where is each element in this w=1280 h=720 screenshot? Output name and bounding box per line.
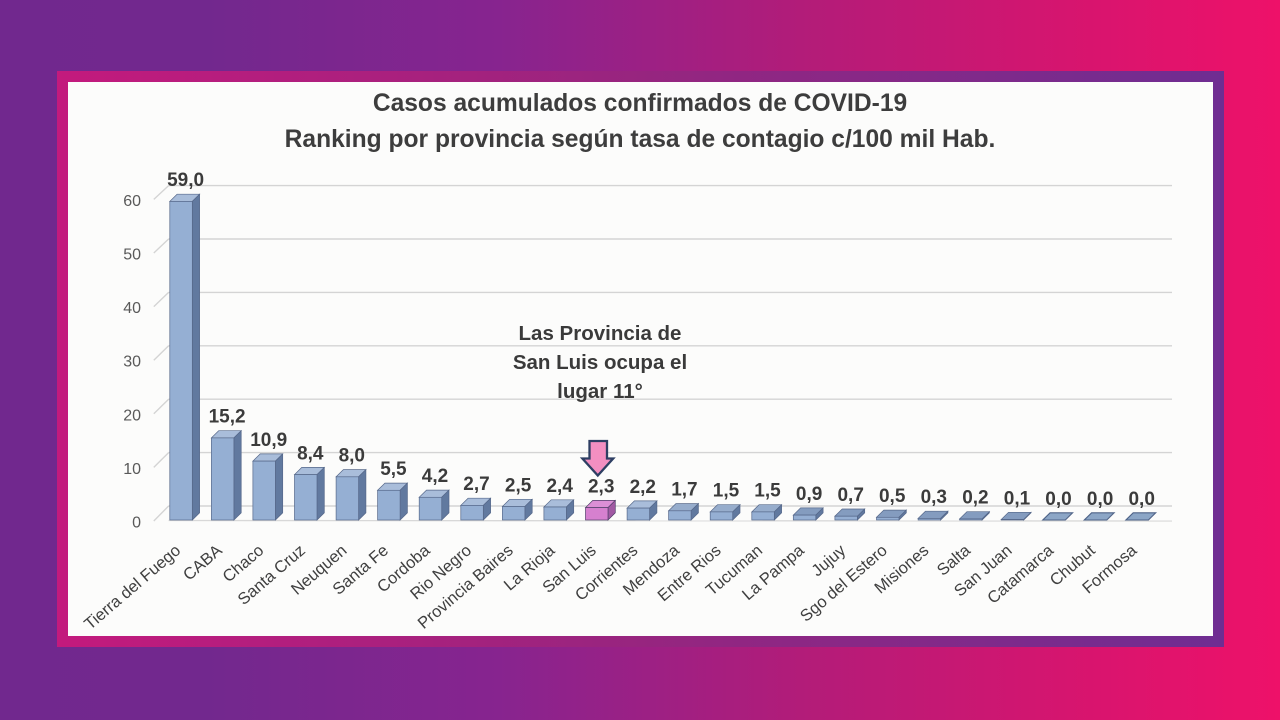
svg-text:0: 0 [132, 515, 141, 532]
svg-text:1,7: 1,7 [671, 480, 697, 501]
svg-text:2,2: 2,2 [630, 477, 656, 498]
svg-text:8,0: 8,0 [339, 446, 365, 467]
svg-text:CABA: CABA [180, 541, 226, 584]
svg-text:0,2: 0,2 [962, 488, 988, 509]
svg-text:0,0: 0,0 [1087, 489, 1113, 510]
svg-text:10: 10 [123, 461, 141, 478]
svg-text:4,2: 4,2 [422, 466, 448, 487]
svg-text:Tierra del Fuego: Tierra del Fuego [81, 541, 184, 633]
svg-text:0,5: 0,5 [879, 486, 906, 507]
svg-text:5,5: 5,5 [380, 459, 407, 480]
svg-text:2,4: 2,4 [546, 476, 573, 497]
svg-text:10,9: 10,9 [250, 430, 287, 451]
svg-text:60: 60 [123, 193, 141, 210]
svg-text:2,5: 2,5 [505, 475, 532, 496]
svg-text:20: 20 [123, 407, 141, 424]
svg-text:0,9: 0,9 [796, 484, 822, 505]
svg-text:30: 30 [123, 354, 141, 371]
svg-text:50: 50 [123, 247, 141, 264]
svg-text:2,3: 2,3 [588, 476, 614, 497]
svg-text:15,2: 15,2 [209, 407, 246, 428]
svg-text:0,0: 0,0 [1045, 489, 1071, 510]
svg-text:1,5: 1,5 [754, 481, 781, 502]
svg-text:0,1: 0,1 [1004, 488, 1031, 509]
svg-text:40: 40 [123, 300, 141, 317]
svg-text:8,4: 8,4 [297, 443, 324, 464]
svg-text:1,5: 1,5 [713, 481, 740, 502]
svg-text:0,3: 0,3 [921, 487, 947, 508]
svg-text:59,0: 59,0 [167, 170, 204, 191]
svg-text:0,7: 0,7 [837, 485, 863, 506]
svg-text:2,7: 2,7 [463, 474, 489, 495]
svg-text:0,0: 0,0 [1128, 489, 1154, 510]
